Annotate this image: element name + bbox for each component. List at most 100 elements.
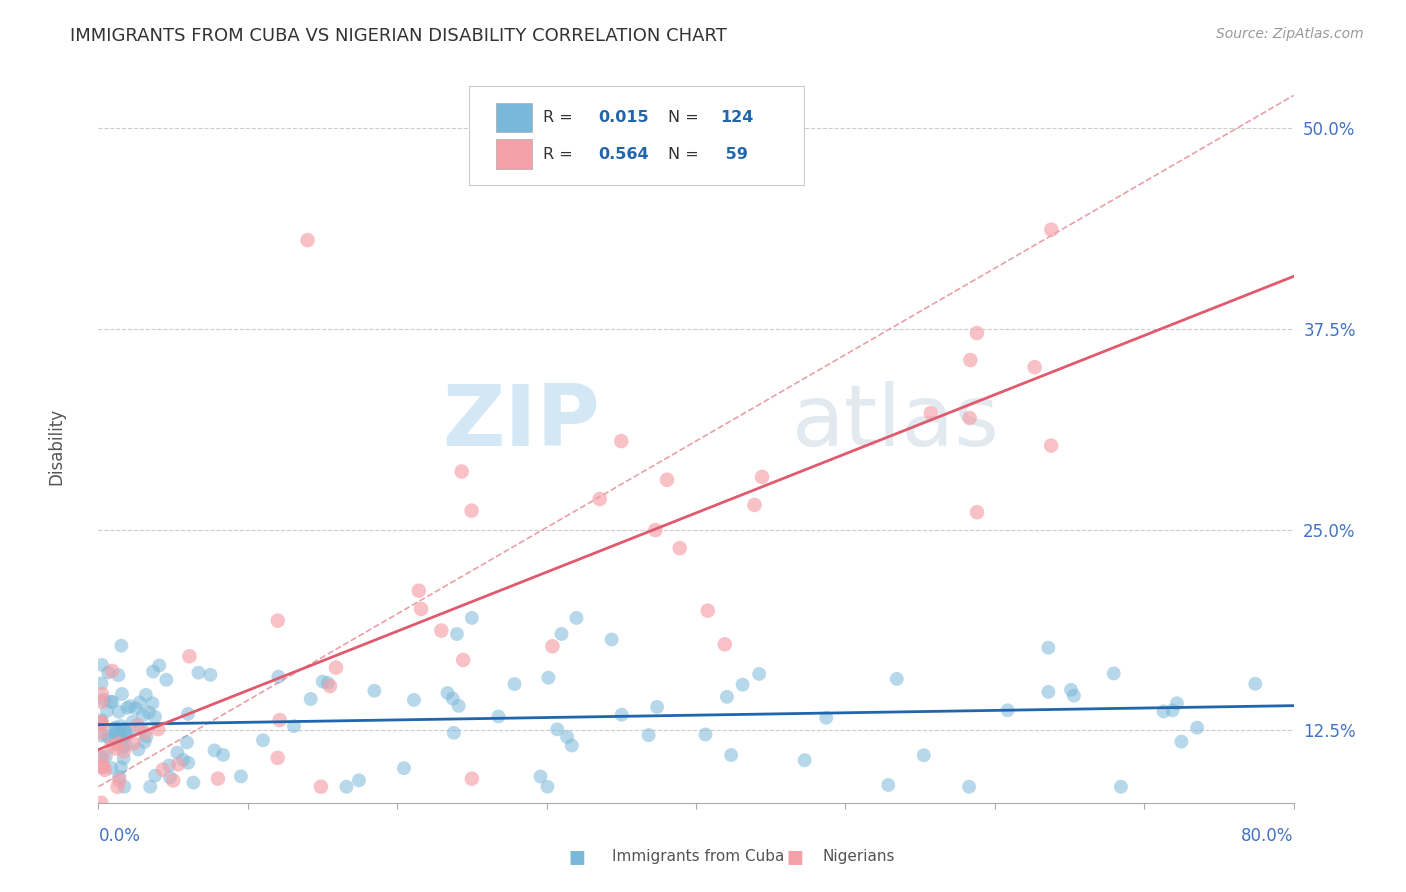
Immigrants from Cuba	[177, 756, 200, 770]
Nigerians	[167, 757, 190, 772]
Immigrants from Cuba	[112, 780, 135, 794]
Immigrants from Cuba	[139, 780, 162, 794]
Immigrants from Cuba	[1060, 682, 1083, 697]
Immigrants from Cuba	[104, 725, 127, 739]
Nigerians	[112, 744, 135, 758]
Nigerians	[207, 772, 229, 786]
Nigerians	[309, 780, 332, 794]
Nigerians	[122, 736, 145, 750]
FancyBboxPatch shape	[496, 103, 533, 132]
Immigrants from Cuba	[135, 688, 157, 702]
Nigerians	[461, 772, 484, 786]
Immigrants from Cuba	[96, 704, 118, 718]
Immigrants from Cuba	[537, 671, 560, 685]
Immigrants from Cuba	[128, 696, 150, 710]
Immigrants from Cuba	[886, 672, 908, 686]
Nigerians	[959, 353, 981, 368]
Immigrants from Cuba	[134, 735, 156, 749]
Nigerians	[101, 664, 124, 678]
Immigrants from Cuba	[176, 735, 198, 749]
Immigrants from Cuba	[97, 665, 120, 680]
Immigrants from Cuba	[107, 668, 129, 682]
Immigrants from Cuba	[100, 695, 122, 709]
Immigrants from Cuba	[96, 729, 118, 743]
Immigrants from Cuba	[93, 692, 115, 706]
Text: Nigerians: Nigerians	[823, 849, 896, 863]
Text: Immigrants from Cuba: Immigrants from Cuba	[612, 849, 785, 863]
Immigrants from Cuba	[748, 667, 770, 681]
Text: 0.0%: 0.0%	[98, 827, 141, 845]
Nigerians	[408, 583, 430, 598]
Immigrants from Cuba	[115, 729, 138, 743]
Immigrants from Cuba	[446, 627, 468, 641]
Immigrants from Cuba	[101, 695, 124, 709]
Immigrants from Cuba	[645, 700, 668, 714]
Immigrants from Cuba	[529, 769, 551, 783]
Immigrants from Cuba	[1109, 780, 1132, 794]
Nigerians	[107, 737, 129, 751]
Immigrants from Cuba	[252, 733, 274, 747]
Immigrants from Cuba	[912, 748, 935, 763]
Nigerians	[668, 541, 690, 556]
Immigrants from Cuba	[104, 721, 127, 735]
Immigrants from Cuba	[115, 725, 138, 739]
Nigerians	[267, 614, 290, 628]
Nigerians	[90, 716, 112, 731]
Text: N =: N =	[668, 110, 704, 125]
Nigerians	[90, 725, 112, 739]
Immigrants from Cuba	[91, 657, 114, 672]
Immigrants from Cuba	[546, 723, 568, 737]
Nigerians	[90, 695, 112, 709]
Immigrants from Cuba	[1185, 721, 1208, 735]
Nigerians	[589, 491, 612, 506]
Nigerians	[1024, 360, 1046, 375]
Immigrants from Cuba	[877, 778, 900, 792]
Immigrants from Cuba	[716, 690, 738, 704]
FancyBboxPatch shape	[496, 139, 533, 169]
Immigrants from Cuba	[94, 749, 117, 764]
Immigrants from Cuba	[1244, 677, 1267, 691]
Text: 0.564: 0.564	[598, 146, 648, 161]
Immigrants from Cuba	[565, 611, 588, 625]
Immigrants from Cuba	[111, 739, 134, 754]
Immigrants from Cuba	[229, 769, 252, 783]
Nigerians	[148, 722, 170, 736]
Nigerians	[920, 406, 942, 420]
Immigrants from Cuba	[267, 670, 290, 684]
Nigerians	[107, 780, 129, 794]
Immigrants from Cuba	[104, 721, 127, 735]
Nigerians	[90, 717, 112, 731]
Nigerians	[744, 498, 766, 512]
Immigrants from Cuba	[110, 639, 132, 653]
Nigerians	[91, 760, 114, 774]
Nigerians	[134, 725, 156, 739]
Immigrants from Cuba	[1166, 696, 1188, 710]
Immigrants from Cuba	[610, 707, 633, 722]
Immigrants from Cuba	[637, 728, 659, 742]
Nigerians	[319, 679, 342, 693]
Nigerians	[104, 741, 127, 756]
Immigrants from Cuba	[120, 699, 142, 714]
Immigrants from Cuba	[550, 627, 572, 641]
Nigerians	[267, 751, 290, 765]
Immigrants from Cuba	[731, 678, 754, 692]
Immigrants from Cuba	[105, 732, 128, 747]
Text: R =: R =	[543, 146, 578, 161]
Nigerians	[179, 649, 201, 664]
Nigerians	[751, 470, 773, 484]
Immigrants from Cuba	[148, 658, 170, 673]
Immigrants from Cuba	[1063, 689, 1085, 703]
Immigrants from Cuba	[997, 703, 1019, 717]
Nigerians	[655, 473, 678, 487]
Immigrants from Cuba	[115, 739, 138, 753]
Nigerians	[959, 411, 981, 425]
Nigerians	[450, 465, 472, 479]
Text: Source: ZipAtlas.com: Source: ZipAtlas.com	[1216, 27, 1364, 41]
FancyBboxPatch shape	[470, 86, 804, 185]
Immigrants from Cuba	[503, 677, 526, 691]
Immigrants from Cuba	[488, 709, 510, 723]
Immigrants from Cuba	[441, 691, 464, 706]
Immigrants from Cuba	[117, 726, 139, 740]
Immigrants from Cuba	[104, 729, 127, 743]
Immigrants from Cuba	[363, 683, 385, 698]
